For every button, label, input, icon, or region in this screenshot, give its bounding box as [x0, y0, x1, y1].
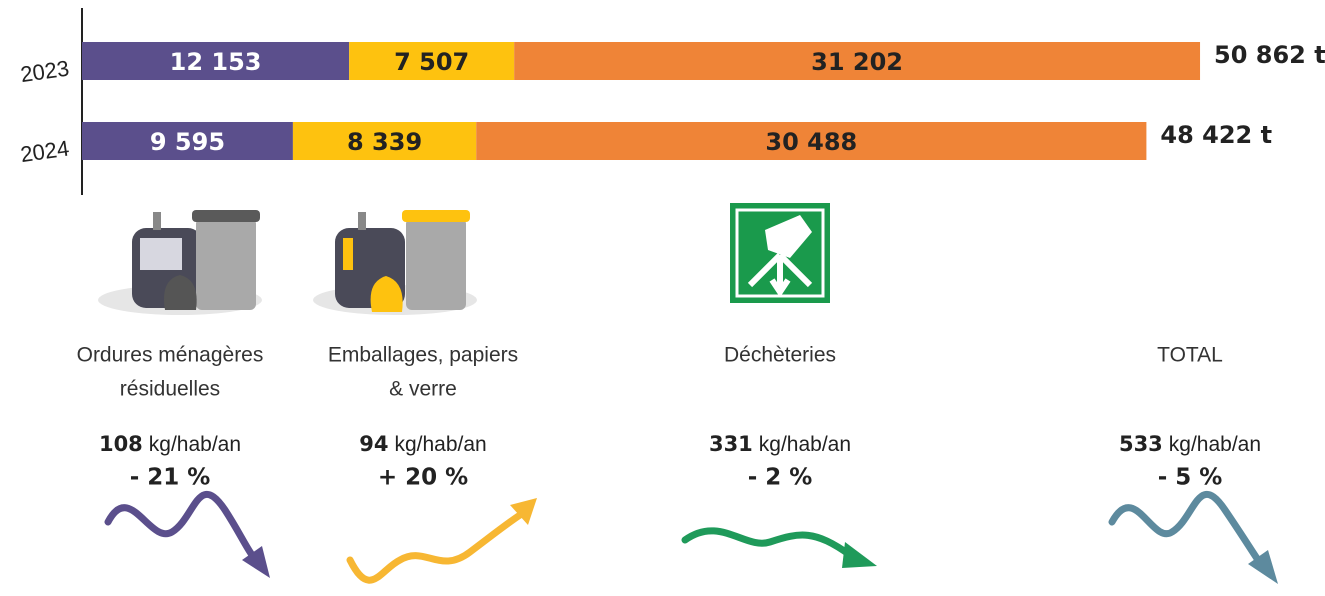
chart: 2023 12 153 7 507 31 202 50 862 t 2024 9 595 8 … — [0, 0, 1325, 596]
panel-label: TOTAL — [1157, 344, 1223, 367]
trend-arrow — [350, 498, 537, 580]
value-label: 31 202 — [811, 48, 903, 76]
ratio-value: 331 — [709, 432, 753, 456]
ratio-unit: kg/hab/an — [1169, 433, 1261, 456]
y-tick-label: 2023 — [19, 56, 71, 88]
panel-ratio: 108 kg/hab/an — [99, 432, 241, 456]
ratio-value: 108 — [99, 432, 143, 456]
ratio-value: 94 — [359, 432, 388, 456]
ratio-value: 533 — [1119, 432, 1163, 456]
y-tick-label: 2024 — [19, 136, 71, 168]
panel-label: résiduelles — [120, 378, 220, 401]
value-label: 7 507 — [394, 48, 469, 76]
value-label: 12 153 — [170, 48, 262, 76]
panel-ratio: 533 kg/hab/an — [1119, 432, 1261, 456]
panel-label: Ordures ménagères — [77, 344, 264, 367]
value-label: 8 339 — [347, 128, 422, 156]
icon-bins-grey — [98, 210, 262, 315]
panel-change: + 20 % — [378, 465, 468, 491]
ratio-unit: kg/hab/an — [759, 433, 851, 456]
panel-label: Emballages, papiers — [328, 344, 518, 367]
trend-arrow — [685, 531, 877, 568]
trend-arrow — [108, 494, 270, 578]
panel-change: - 2 % — [748, 465, 813, 491]
icon-bins-yellow — [313, 210, 477, 315]
panel-ratio: 94 kg/hab/an — [359, 432, 486, 456]
panel-change: - 21 % — [130, 465, 211, 491]
value-label: 9 595 — [150, 128, 225, 156]
panel-change: - 5 % — [1158, 465, 1223, 491]
panel-label: Déchèteries — [724, 344, 836, 367]
icon-dechetterie — [730, 203, 830, 303]
trend-arrow — [1112, 494, 1278, 584]
ratio-unit: kg/hab/an — [394, 433, 486, 456]
panel-ratio: 331 kg/hab/an — [709, 432, 851, 456]
ratio-unit: kg/hab/an — [149, 433, 241, 456]
total-label: 48 422 t — [1160, 121, 1272, 149]
value-label: 30 488 — [765, 128, 857, 156]
panel-label: & verre — [389, 378, 457, 401]
total-label: 50 862 t — [1214, 41, 1325, 69]
